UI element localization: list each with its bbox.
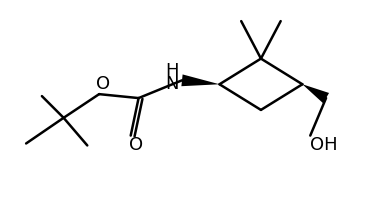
Polygon shape (181, 74, 219, 86)
Text: O: O (128, 136, 143, 154)
Polygon shape (302, 84, 329, 103)
Text: N: N (165, 75, 179, 93)
Text: OH: OH (310, 136, 338, 154)
Text: H: H (165, 62, 179, 80)
Text: O: O (96, 75, 110, 93)
